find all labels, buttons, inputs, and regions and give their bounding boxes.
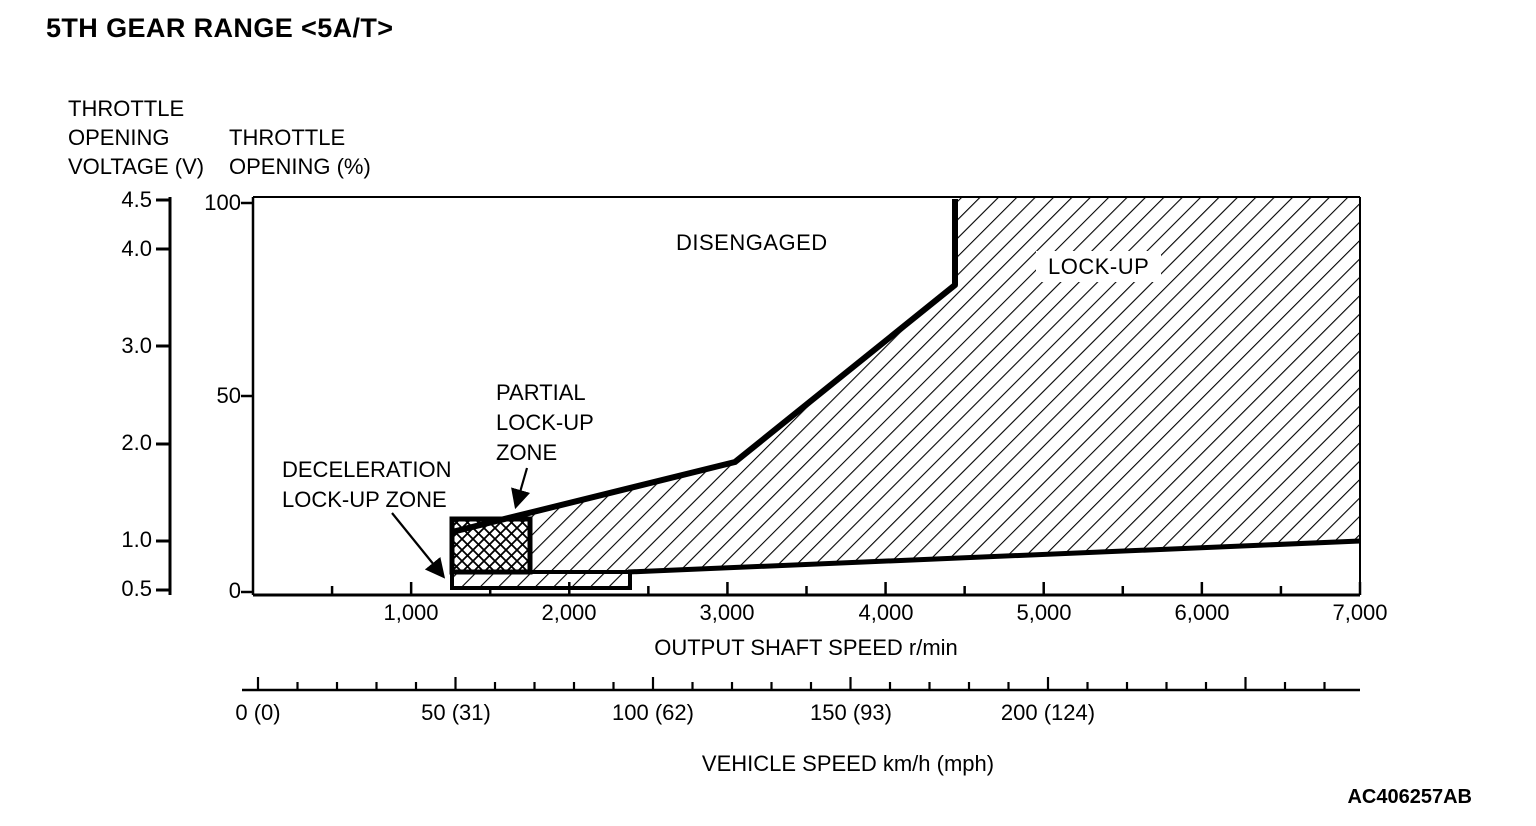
percent-tick-label: 100 bbox=[204, 190, 241, 215]
rpm-tick-label: 6,000 bbox=[1174, 600, 1230, 625]
deceleration-lockup-zone bbox=[450, 570, 632, 590]
percent-tick-label: 50 bbox=[216, 383, 241, 408]
rpm-tick-label: 4,000 bbox=[858, 600, 914, 625]
lockup-region-label: LOCK-UP bbox=[1036, 251, 1162, 282]
plot-frame bbox=[168, 196, 1361, 692]
axis-tick-marks bbox=[156, 198, 1362, 690]
percent-axis-title: THROTTLE OPENING (%) bbox=[229, 125, 371, 179]
partial-lockup-zone-label: PARTIAL LOCK-UP ZONE bbox=[496, 380, 594, 465]
rpm-tick-label: 3,000 bbox=[699, 600, 755, 625]
voltage-tick-label: 4.5 bbox=[121, 187, 152, 212]
deceleration-lockup-zone-label: DECELERATION LOCK-UP ZONE bbox=[282, 457, 452, 512]
rpm-tick-label: 1,000 bbox=[383, 600, 439, 625]
figure-title: 5TH GEAR RANGE <5A/T> bbox=[46, 13, 394, 43]
partial-zone-arrow bbox=[511, 467, 531, 510]
disengaged-region-label: DISENGAGED bbox=[676, 230, 828, 255]
speed-tick-label: 0 (0) bbox=[235, 700, 281, 725]
voltage-tick-label: 4.0 bbox=[121, 236, 152, 261]
voltage-tick-label: 0.5 bbox=[121, 576, 152, 601]
voltage-axis-title: THROTTLE OPENING VOLTAGE (V) bbox=[68, 96, 205, 179]
speed-tick-label: 50 (31) bbox=[421, 700, 491, 725]
rpm-tick-label: 5,000 bbox=[1016, 600, 1072, 625]
voltage-tick-label: 1.0 bbox=[121, 527, 152, 552]
vehicle-speed-axis-title: VEHICLE SPEED km/h (mph) bbox=[701, 751, 995, 776]
deceleration-zone-arrow bbox=[391, 512, 446, 579]
voltage-tick-label: 3.0 bbox=[121, 333, 152, 358]
percent-tick-label: 0 bbox=[228, 578, 241, 603]
speed-tick-label: 100 (62) bbox=[612, 700, 694, 725]
rpm-axis-title: OUTPUT SHAFT SPEED r/min bbox=[654, 635, 958, 660]
rpm-tick-label: 2,000 bbox=[541, 600, 597, 625]
lockup-engage-line bbox=[451, 199, 958, 535]
figure-code: AC406257AB bbox=[1347, 786, 1472, 808]
lockup-release-line bbox=[627, 538, 1361, 575]
voltage-tick-label: 2.0 bbox=[121, 430, 152, 455]
rpm-tick-label: 7,000 bbox=[1332, 600, 1388, 625]
speed-tick-label: 200 (124) bbox=[1000, 700, 1096, 725]
speed-tick-label: 150 (93) bbox=[810, 700, 892, 725]
